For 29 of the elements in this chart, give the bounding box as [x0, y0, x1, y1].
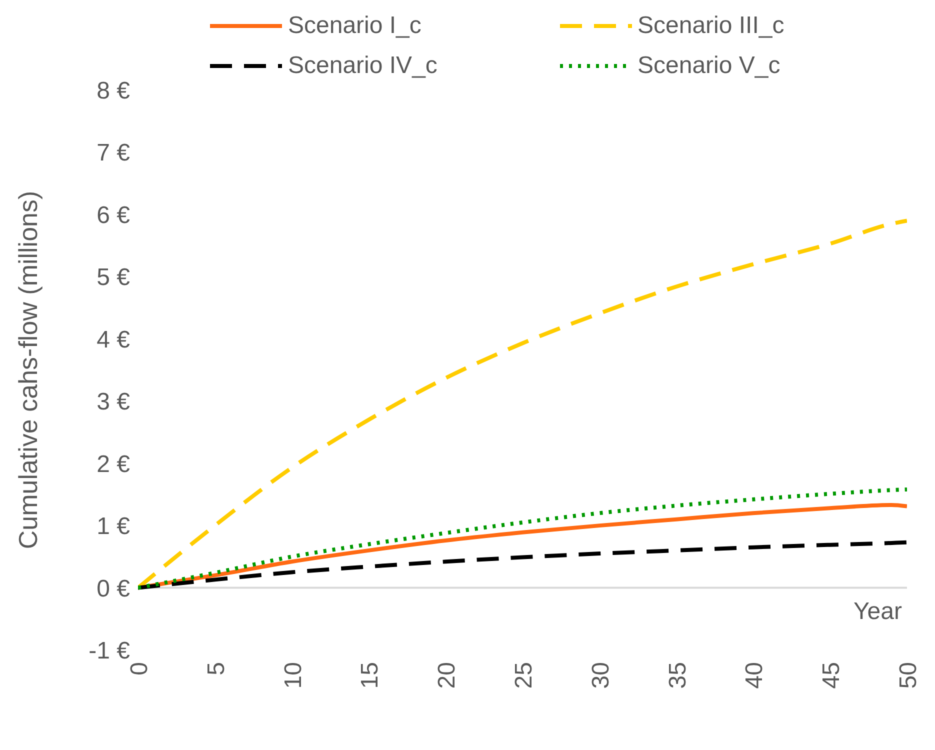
x-tick-label: 15: [356, 662, 384, 689]
y-tick-label: 0 €: [96, 575, 131, 602]
y-tick-label: 3 €: [96, 388, 131, 416]
y-tick-label: 8 €: [96, 78, 131, 105]
x-tick-label: 10: [280, 662, 307, 689]
x-tick-label: 20: [434, 662, 461, 689]
y-tick-label: -1 €: [88, 638, 131, 665]
x-axis-title: Year: [854, 598, 902, 625]
x-tick-label: 40: [741, 662, 768, 689]
y-tick-label: 6 €: [96, 202, 131, 229]
y-tick-label: 1 €: [96, 513, 131, 540]
y-tick-label: 4 €: [96, 326, 131, 354]
x-tick-label: 30: [587, 662, 614, 689]
y-tick-label: 5 €: [96, 264, 131, 292]
x-tick-label: 35: [664, 662, 692, 689]
legend-label: Scenario I_c: [288, 12, 422, 40]
x-tick-label: 50: [895, 662, 922, 689]
y-tick-label: 2 €: [96, 450, 131, 478]
line-series: [138, 540, 907, 590]
x-tick-label: 0: [126, 662, 153, 676]
x-tick-label: 25: [510, 662, 538, 689]
x-tick-label: 5: [202, 662, 230, 676]
legend-label: Scenario IV_c: [288, 52, 438, 80]
x-tick-label: 45: [818, 662, 846, 689]
line-series: [138, 487, 907, 590]
legend-label: Scenario III_c: [638, 12, 784, 40]
y-axis-title: Cumulative cahs-flow (millions): [13, 190, 44, 550]
legend-label: Scenario V_c: [638, 52, 780, 80]
y-tick-label: 7 €: [96, 140, 131, 167]
